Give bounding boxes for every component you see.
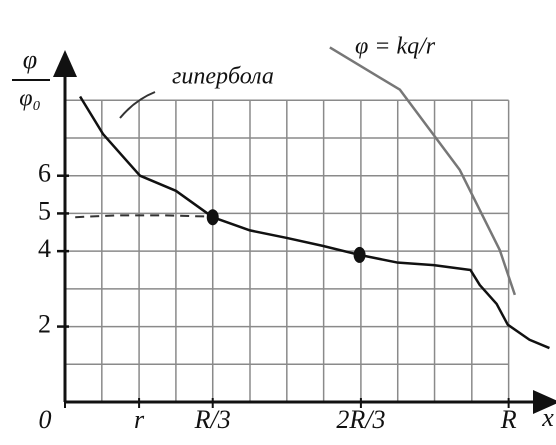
annotation: гипербола: [172, 64, 274, 90]
x-tick-label: r: [134, 405, 145, 434]
annotation-arrow: [119, 91, 156, 119]
x-tick-label: 2R/3: [336, 405, 385, 434]
y-tick-label: 2: [38, 310, 51, 339]
x-tick-label: R: [500, 405, 517, 434]
y-label-den: φ₀: [19, 86, 41, 112]
y-label-num: φ: [23, 45, 37, 74]
x-label: x: [541, 403, 554, 432]
y-tick-label: 4: [38, 234, 51, 263]
grid: [65, 99, 510, 402]
x-tick-label: 0: [39, 405, 52, 434]
y-tick-label: 6: [38, 159, 51, 188]
point: [206, 209, 219, 226]
annotation: φ = kq/r: [355, 34, 436, 60]
y-tick-label: 5: [38, 196, 51, 225]
point: [353, 246, 366, 263]
series-line: [79, 95, 550, 350]
series-line: [329, 46, 517, 296]
x-tick-label: R/3: [194, 405, 231, 434]
series-line: [75, 214, 205, 219]
